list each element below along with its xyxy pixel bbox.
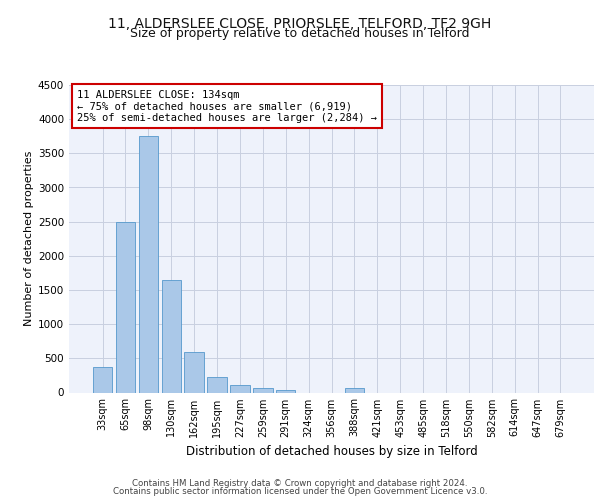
Text: 11 ALDERSLEE CLOSE: 134sqm
← 75% of detached houses are smaller (6,919)
25% of s: 11 ALDERSLEE CLOSE: 134sqm ← 75% of deta…: [77, 90, 377, 123]
Bar: [208, 378, 227, 392]
Text: Contains HM Land Registry data © Crown copyright and database right 2024.: Contains HM Land Registry data © Crown c…: [132, 478, 468, 488]
Bar: [116, 222, 135, 392]
Bar: [161, 280, 181, 392]
Bar: [139, 136, 158, 392]
X-axis label: Distribution of detached houses by size in Telford: Distribution of detached houses by size …: [185, 445, 478, 458]
Bar: [344, 388, 364, 392]
Text: Size of property relative to detached houses in Telford: Size of property relative to detached ho…: [130, 28, 470, 40]
Bar: [93, 367, 112, 392]
Bar: [253, 388, 272, 392]
Bar: [276, 390, 295, 392]
Bar: [184, 352, 204, 393]
Y-axis label: Number of detached properties: Number of detached properties: [24, 151, 34, 326]
Text: Contains public sector information licensed under the Open Government Licence v3: Contains public sector information licen…: [113, 487, 487, 496]
Text: 11, ALDERSLEE CLOSE, PRIORSLEE, TELFORD, TF2 9GH: 11, ALDERSLEE CLOSE, PRIORSLEE, TELFORD,…: [109, 18, 491, 32]
Bar: [230, 386, 250, 392]
